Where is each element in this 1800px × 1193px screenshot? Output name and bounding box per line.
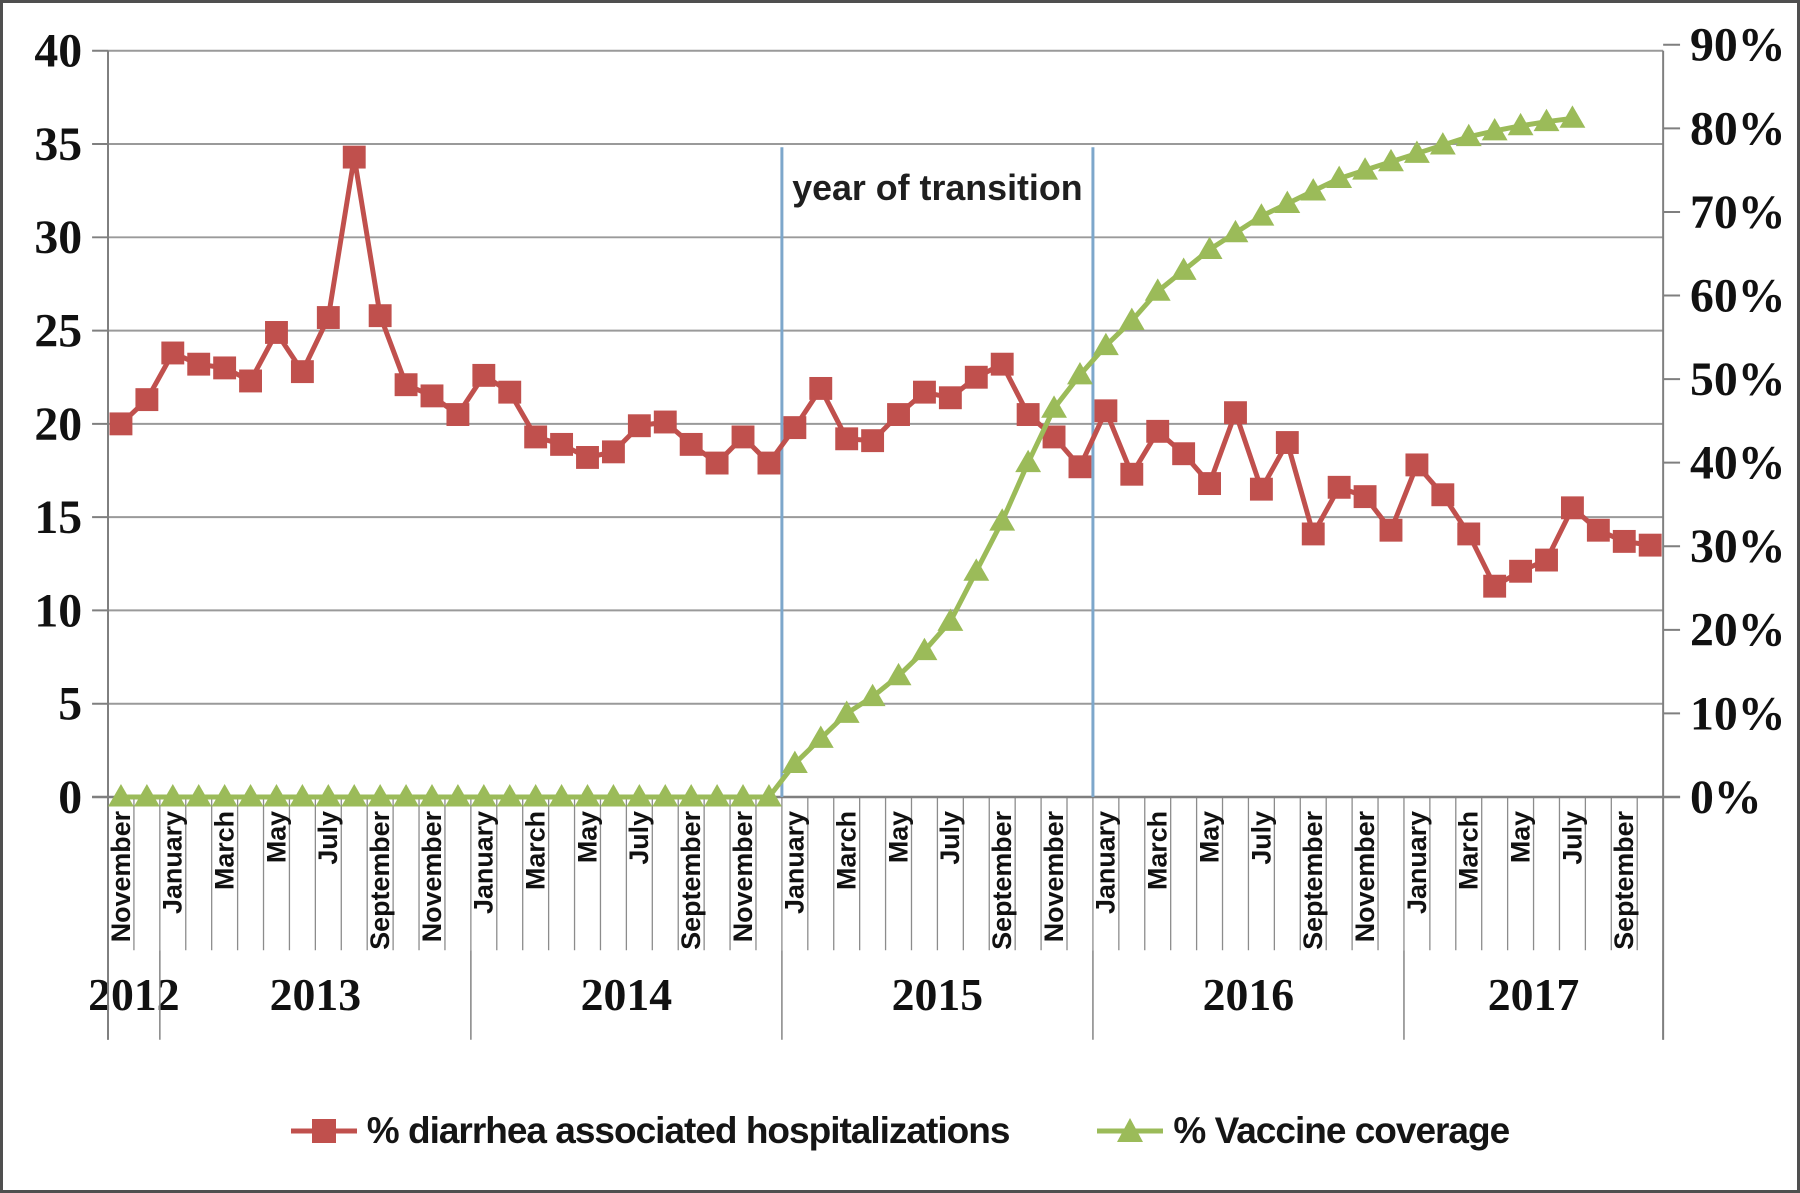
x-axis-years: 2012 2013 2014 2015 2016 2017 [88, 950, 1664, 1040]
series-vaccine [108, 105, 1586, 807]
right-tick-label: 80% [1690, 102, 1785, 155]
month-label: September [365, 810, 395, 949]
legend-red-square-marker-icon [290, 1119, 357, 1143]
series-hospitalizations [109, 145, 1662, 598]
right-tick-label: 60% [1690, 269, 1785, 322]
year-label: 2012 [88, 969, 180, 1020]
legend-label-vaccine: % Vaccine coverage [1173, 1110, 1510, 1151]
right-tick-label: 20% [1690, 604, 1785, 657]
month-label: November [106, 810, 136, 942]
month-label: May [1194, 811, 1224, 863]
year-label: 2014 [581, 969, 673, 1020]
right-tick-label: 0% [1690, 771, 1762, 824]
month-label: May [572, 811, 602, 863]
left-tick-label: 15 [34, 491, 82, 544]
month-label: July [313, 811, 343, 865]
right-tick-label: 50% [1690, 353, 1785, 406]
month-label: January [1091, 811, 1121, 914]
left-tick-label: 20 [34, 398, 82, 451]
month-label: January [469, 811, 499, 914]
month-label: September [1609, 810, 1639, 949]
right-tick-label: 10% [1690, 687, 1785, 740]
month-label: September [987, 810, 1017, 949]
month-label: March [521, 811, 551, 890]
month-label: September [1298, 810, 1328, 949]
year-label: 2013 [270, 969, 362, 1020]
annotation-year-of-transition: year of transition [780, 147, 1095, 797]
legend: % diarrhea associated hospitalizations %… [3, 1099, 1797, 1163]
month-label: November [1039, 810, 1069, 942]
month-label: May [1505, 811, 1535, 863]
month-label: July [1246, 811, 1276, 865]
year-label: 2017 [1488, 969, 1580, 1020]
right-tick-label: 70% [1690, 186, 1785, 239]
legend-entry-hospitalizations: % diarrhea associated hospitalizations [290, 1110, 1011, 1152]
left-tick-label: 35 [34, 118, 82, 171]
legend-label-hospitalizations: % diarrhea associated hospitalizations [366, 1110, 1011, 1151]
month-label: March [1143, 811, 1173, 890]
combo-line-chart: 0 5 10 15 20 25 30 35 40 0% 10% 20% 30% 40% 50% 60% 70% 8… [34, 19, 1786, 1040]
month-label: January [780, 811, 810, 914]
left-tick-label: 40 [34, 25, 82, 78]
left-tick-label: 25 [34, 305, 82, 358]
annotation-text: year of transition [792, 168, 1082, 208]
legend-entry-vaccine: % Vaccine coverage [1097, 1110, 1510, 1152]
legend-green-triangle-marker-icon [1097, 1118, 1164, 1142]
month-label: January [1402, 811, 1432, 914]
month-label: March [1454, 811, 1484, 890]
month-label: July [935, 811, 965, 865]
x-axis: November January March May July September Nove… [106, 796, 1664, 951]
year-label: 2016 [1203, 969, 1295, 1020]
right-tick-label: 40% [1690, 437, 1785, 490]
left-tick-label: 0 [58, 771, 82, 824]
month-label: January [158, 811, 188, 914]
month-label: November [1350, 810, 1380, 942]
left-tick-label: 10 [34, 584, 82, 637]
y-axis-right: 0% 10% 20% 30% 40% 50% 60% 70% 80% 90% [1663, 19, 1786, 824]
month-label: November [417, 810, 447, 942]
left-tick-label: 30 [34, 211, 82, 264]
month-label: July [1557, 811, 1587, 865]
y-axis-left: 0 5 10 15 20 25 30 35 40 [34, 25, 109, 824]
right-tick-label: 90% [1690, 19, 1785, 72]
month-label: May [261, 811, 291, 863]
month-label: May [883, 811, 913, 863]
month-label: November [728, 810, 758, 942]
right-tick-label: 30% [1690, 520, 1785, 573]
left-tick-label: 5 [58, 678, 82, 731]
month-label: March [210, 811, 240, 890]
month-label: July [624, 811, 654, 865]
month-label: September [676, 810, 706, 949]
month-label: March [832, 811, 862, 890]
year-label: 2015 [892, 969, 984, 1020]
